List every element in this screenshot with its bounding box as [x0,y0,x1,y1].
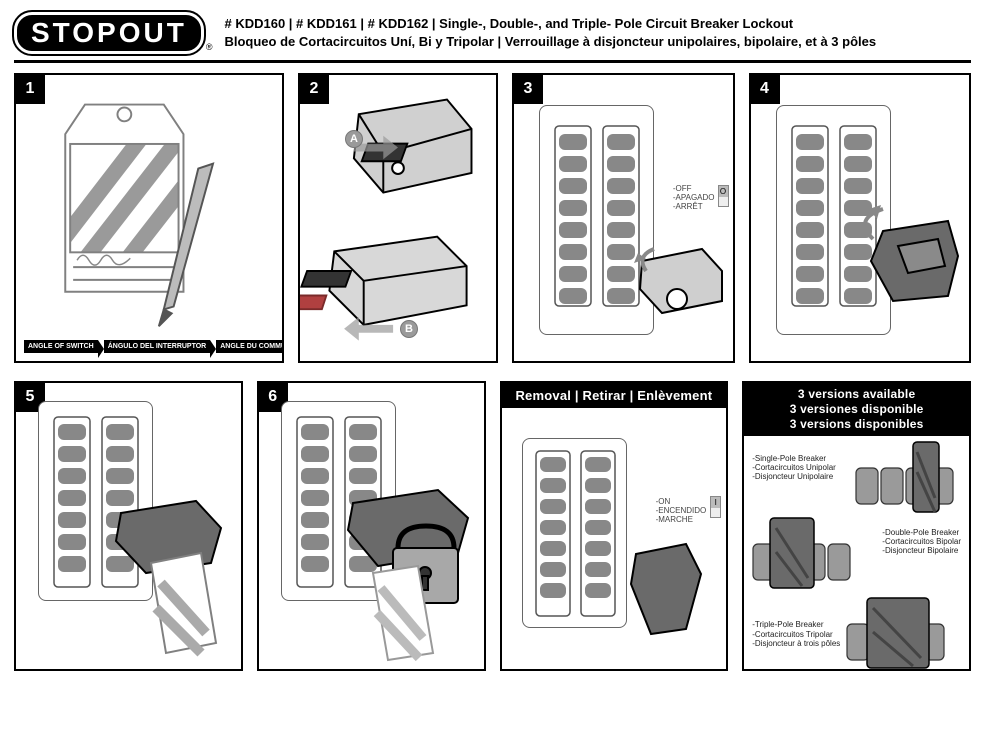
version-triple-labels: -Triple-Pole Breaker -Cortacircuitos Tri… [752,620,840,648]
toggle-on-icon: I [710,496,721,518]
panel-2: 2 A B [298,73,498,363]
breaker-rows-icon-removal [523,439,628,629]
toggle-off-icon: O [718,185,729,207]
angle-label-row: ANGLE OF SWITCH ÁNGULO DEL INTERRUPTOR A… [24,340,274,353]
version-double-icon [750,514,862,592]
title-line-2: Bloqueo de Cortacircuitos Uní, Bi y Trip… [224,33,876,51]
badge-b: B [400,320,418,338]
removal-device-icon [626,534,706,644]
toggle-off-o: O [719,186,728,197]
versions-header-en: 3 versions available [748,387,965,402]
version-double-fr: -Disjoncteur Bipolaire [882,546,961,555]
registered-mark: ® [206,42,213,52]
version-single-labels: -Single-Pole Breaker -Cortacircuitos Uni… [752,454,836,482]
breaker-panel-removal [522,438,627,628]
version-triple-en: -Triple-Pole Breaker [752,620,840,629]
panel-4: 4 [749,73,972,363]
step-badge-3: 3 [513,74,543,104]
on-fr: -MARCHE [656,516,707,525]
illustration-tag-pen [16,75,282,361]
version-single-fr: -Disjoncteur Unipolaire [752,472,836,481]
versions-header: 3 versions available 3 versiones disponi… [744,383,969,436]
off-fr: -ARRÊT [673,203,715,212]
panel-versions: 3 versions available 3 versiones disponi… [742,381,971,671]
lockout-device-icon [632,231,727,321]
version-single-en: -Single-Pole Breaker [752,454,836,463]
versions-header-fr: 3 versions disponibles [748,417,965,432]
angle-label-en: ANGLE OF SWITCH [24,340,98,353]
versions-body: -Single-Pole Breaker -Cortacircuitos Uni… [744,436,969,671]
removal-header: Removal | Retirar | Enlèvement [502,383,727,408]
row-1: 1 [14,73,971,363]
panel-6: 6 [257,381,486,671]
versions-header-es: 3 versiones disponible [748,402,965,417]
version-double-es: -Cortacircuitos Bipolar [882,537,961,546]
version-double-en: -Double-Pole Breaker [882,528,961,537]
version-single-es: -Cortacircuitos Unipolar [752,463,836,472]
step-badge-4: 4 [750,74,780,104]
panel-removal: Removal | Retirar | Enlèvement -ON -ENCE… [500,381,729,671]
off-label-block: -OFF -APAGADO -ARRÊT [673,185,715,211]
panel-3: 3 -OFF -APAGADO [512,73,735,363]
version-triple-es: -Cortacircuitos Tripolar [752,630,840,639]
panel-1: 1 [14,73,284,363]
angle-label-es: ÁNGULO DEL INTERRUPTOR [104,340,211,353]
version-double-labels: -Double-Pole Breaker -Cortacircuitos Bip… [882,528,961,556]
lockout-attached-icon [853,201,963,311]
lockout-padlock-tag-icon [343,478,478,663]
header: STOPOUT ® # KDD160 | # KDD161 | # KDD162… [14,12,971,54]
brand-logo: STOPOUT [14,12,204,54]
panel-5: 5 [14,381,243,671]
version-triple-icon [843,592,961,671]
logo-block: STOPOUT ® [14,12,212,54]
version-single-icon [851,438,961,516]
divider [14,60,971,63]
badge-a: A [345,130,363,148]
row-2: 5 [14,381,971,671]
title-block: # KDD160 | # KDD161 | # KDD162 | Single-… [224,15,876,50]
toggle-on-i: I [711,497,720,508]
illustration-device-views [300,75,496,359]
lockout-with-tag-icon [111,493,231,663]
angle-label-fr: ANGLE DU COMMUTATEUR [216,340,284,353]
on-label-block: -ON -ENCENDIDO -MARCHE [656,498,707,524]
version-triple-fr: -Disjoncteur à trois pôles [752,639,840,648]
title-line-1: # KDD160 | # KDD161 | # KDD162 | Single-… [224,15,876,33]
